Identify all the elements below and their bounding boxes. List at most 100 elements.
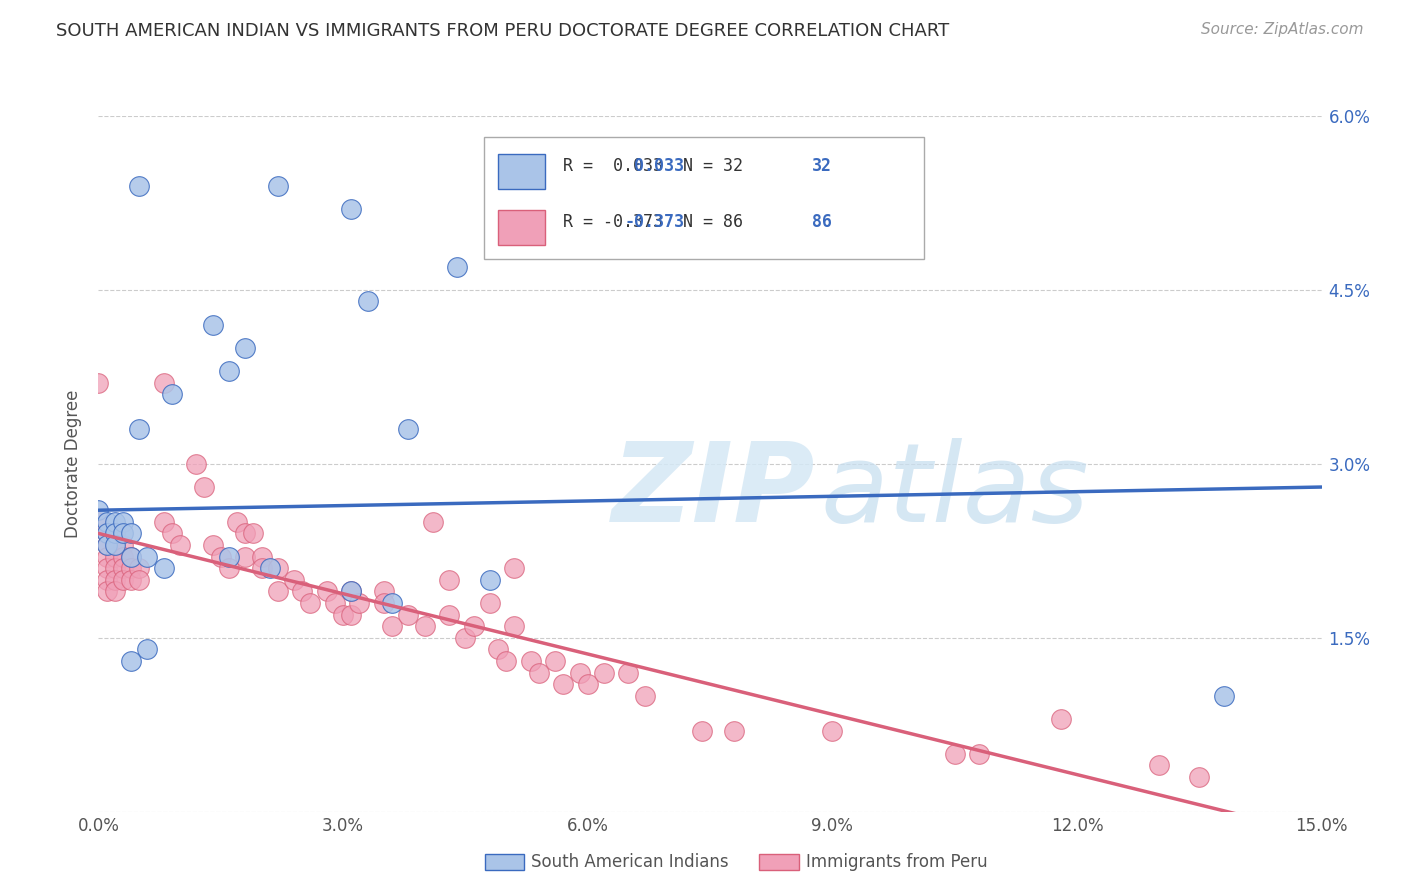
Point [576, 677, 599, 691]
Point [437, 573, 460, 587]
Text: atlas: atlas [820, 438, 1088, 545]
Point [233, 549, 256, 564]
Point [1049, 712, 1071, 726]
Point [291, 584, 314, 599]
Point [454, 631, 477, 645]
Point [503, 561, 526, 575]
Point [373, 596, 395, 610]
Point [519, 654, 541, 668]
Point [169, 538, 191, 552]
Point [128, 178, 150, 193]
Point [87, 515, 110, 529]
Point [96, 526, 118, 541]
Point [967, 747, 990, 761]
Point [96, 561, 118, 575]
Point [128, 573, 150, 587]
Point [87, 503, 110, 517]
Text: ZIP: ZIP [612, 438, 815, 545]
Point [356, 294, 378, 309]
Point [120, 549, 142, 564]
Text: R =  0.033  N = 32: R = 0.033 N = 32 [564, 157, 744, 175]
Text: South American Indians: South American Indians [531, 853, 730, 871]
Text: SOUTH AMERICAN INDIAN VS IMMIGRANTS FROM PERU DOCTORATE DEGREE CORRELATION CHART: SOUTH AMERICAN INDIAN VS IMMIGRANTS FROM… [56, 22, 949, 40]
Point [111, 538, 134, 552]
Y-axis label: Doctorate Degree: Doctorate Degree [65, 390, 83, 538]
Point [544, 654, 567, 668]
Point [104, 573, 127, 587]
Point [250, 549, 273, 564]
Point [201, 538, 224, 552]
Text: -0.373: -0.373 [624, 212, 685, 231]
Point [723, 723, 745, 738]
Point [160, 387, 183, 401]
Point [1188, 770, 1211, 784]
Point [111, 573, 134, 587]
Point [242, 526, 264, 541]
Point [120, 549, 142, 564]
Point [634, 689, 657, 703]
Point [821, 723, 844, 738]
Point [381, 596, 404, 610]
Text: 32: 32 [811, 157, 831, 175]
Point [283, 573, 305, 587]
Point [396, 607, 419, 622]
Text: R = -0.373  N = 86: R = -0.373 N = 86 [564, 212, 744, 231]
Point [332, 607, 354, 622]
Text: Immigrants from Peru: Immigrants from Peru [806, 853, 987, 871]
Point [267, 561, 290, 575]
Point [104, 538, 127, 552]
Point [96, 538, 118, 552]
Point [340, 584, 363, 599]
Point [104, 515, 127, 529]
Point [478, 573, 501, 587]
Point [96, 549, 118, 564]
Point [943, 747, 966, 761]
Point [503, 619, 526, 633]
Point [201, 318, 224, 332]
Point [323, 596, 346, 610]
Point [446, 260, 468, 274]
Point [186, 457, 208, 471]
Point [233, 526, 256, 541]
Point [120, 561, 142, 575]
Point [478, 596, 501, 610]
Point [111, 526, 134, 541]
Bar [498, 210, 546, 244]
Point [340, 202, 363, 216]
Point [87, 376, 110, 390]
Point [136, 642, 159, 657]
Point [218, 561, 240, 575]
Point [299, 596, 322, 610]
Point [349, 596, 371, 610]
Point [250, 561, 273, 575]
Point [96, 538, 118, 552]
Point [422, 515, 444, 529]
Point [381, 619, 404, 633]
Point [267, 584, 290, 599]
Bar [498, 154, 546, 189]
Point [413, 619, 436, 633]
Point [437, 607, 460, 622]
Point [96, 573, 118, 587]
Point [373, 584, 395, 599]
Point [104, 561, 127, 575]
Point [111, 549, 134, 564]
Point [128, 561, 150, 575]
Point [527, 665, 550, 680]
Point [120, 654, 142, 668]
Point [152, 376, 174, 390]
Point [1212, 689, 1234, 703]
Point [152, 515, 174, 529]
Point [104, 526, 127, 541]
Point [152, 561, 174, 575]
Point [209, 549, 232, 564]
Point [463, 619, 485, 633]
Point [128, 422, 150, 436]
Point [136, 549, 159, 564]
FancyBboxPatch shape [484, 136, 924, 259]
Point [259, 561, 281, 575]
Point [568, 665, 591, 680]
Point [218, 364, 240, 378]
Point [340, 607, 363, 622]
Point [690, 723, 713, 738]
